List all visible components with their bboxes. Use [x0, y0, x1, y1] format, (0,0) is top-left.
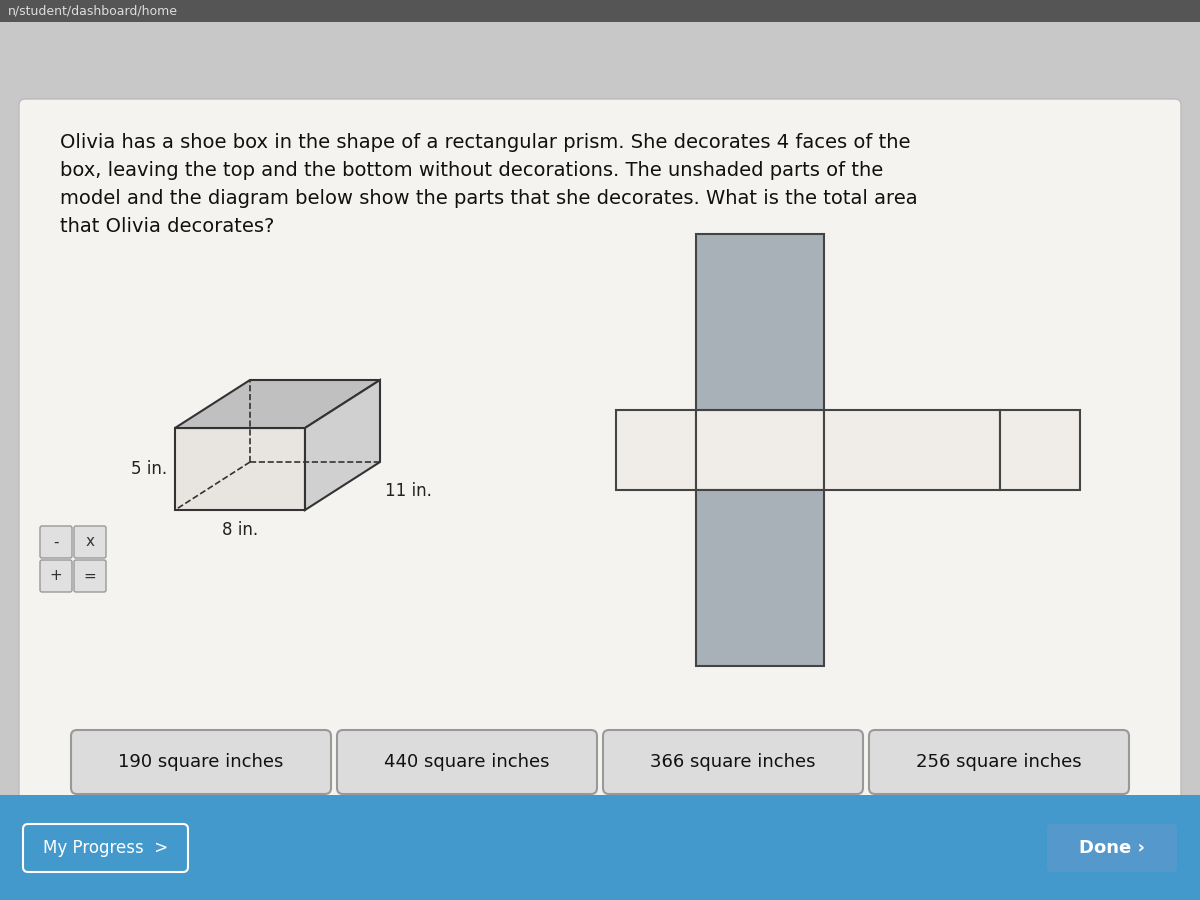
Text: 366 square inches: 366 square inches [650, 753, 816, 771]
Polygon shape [175, 428, 305, 510]
FancyBboxPatch shape [71, 730, 331, 794]
Text: My Progress  >: My Progress > [43, 839, 168, 857]
Text: +: + [49, 569, 62, 583]
Polygon shape [305, 380, 380, 510]
Text: 5 in.: 5 in. [131, 460, 167, 478]
Text: x: x [85, 535, 95, 550]
FancyBboxPatch shape [23, 824, 188, 872]
Bar [0, 795, 1200, 900]
Bar [696, 490, 824, 666]
FancyBboxPatch shape [74, 560, 106, 592]
Text: 8 in.: 8 in. [222, 521, 258, 539]
FancyBboxPatch shape [74, 526, 106, 558]
FancyBboxPatch shape [40, 560, 72, 592]
Bar [0, 0, 1200, 22]
FancyBboxPatch shape [337, 730, 598, 794]
Bar [1000, 410, 1080, 490]
Text: n/student/dashboard/home: n/student/dashboard/home [8, 4, 178, 17]
FancyBboxPatch shape [40, 526, 72, 558]
Text: Done ›: Done › [1079, 839, 1145, 857]
FancyBboxPatch shape [1046, 824, 1177, 872]
Text: 256 square inches: 256 square inches [916, 753, 1082, 771]
Polygon shape [175, 380, 380, 428]
Text: 440 square inches: 440 square inches [384, 753, 550, 771]
Text: that Olivia decorates?: that Olivia decorates? [60, 217, 275, 236]
Bar [616, 410, 696, 490]
Text: =: = [84, 569, 96, 583]
Text: -: - [53, 535, 59, 550]
Text: Olivia has a shoe box in the shape of a rectangular prism. She decorates 4 faces: Olivia has a shoe box in the shape of a … [60, 133, 911, 152]
Text: 190 square inches: 190 square inches [119, 753, 283, 771]
Bar [824, 410, 1000, 490]
Text: 11 in.: 11 in. [385, 482, 432, 500]
Bar [696, 410, 824, 490]
FancyBboxPatch shape [604, 730, 863, 794]
Text: model and the diagram below show the parts that she decorates. What is the total: model and the diagram below show the par… [60, 189, 918, 208]
Bar [696, 234, 824, 410]
Text: box, leaving the top and the bottom without decorations. The unshaded parts of t: box, leaving the top and the bottom with… [60, 161, 883, 180]
FancyBboxPatch shape [869, 730, 1129, 794]
FancyBboxPatch shape [19, 99, 1181, 801]
